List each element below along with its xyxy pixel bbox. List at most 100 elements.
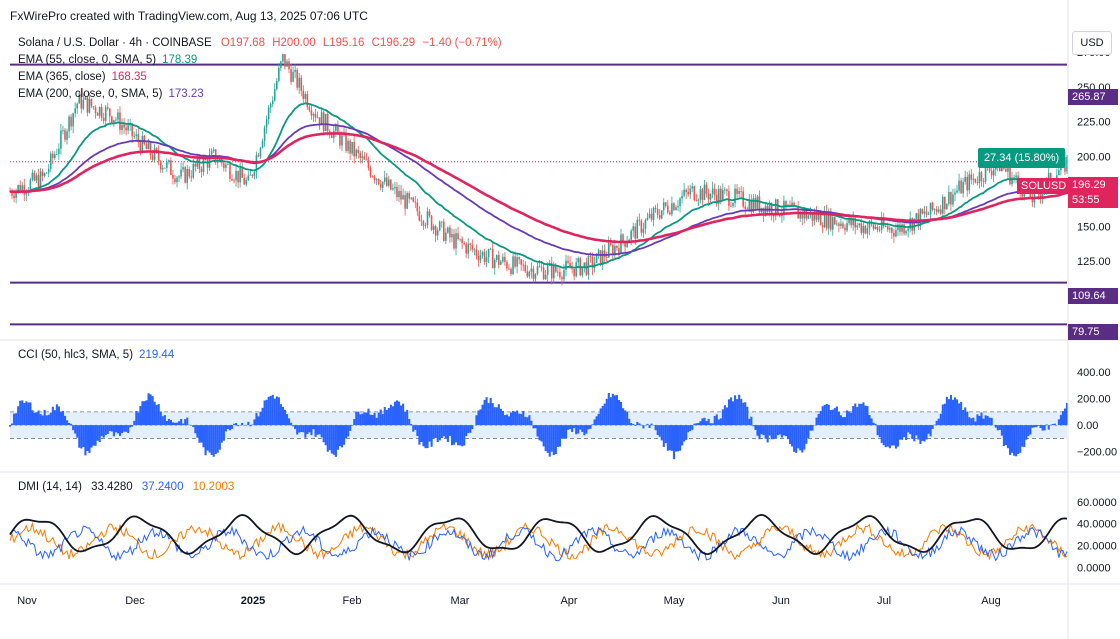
- candle-body: [1013, 177, 1015, 179]
- candle-body: [247, 175, 250, 180]
- cci-bar: [569, 425, 572, 430]
- cci-bar: [279, 404, 282, 426]
- ema55-label: EMA (55, close, 0, SMA, 5): [18, 54, 157, 66]
- candle-body: [750, 200, 753, 213]
- cci-bar: [210, 425, 213, 456]
- cci-bar: [713, 416, 716, 426]
- candle-body: [927, 214, 930, 216]
- candle-body: [416, 202, 419, 212]
- candle-body: [495, 255, 498, 260]
- cci-bar: [666, 425, 669, 451]
- cci-bar: [917, 425, 920, 440]
- cci-bar: [746, 406, 749, 426]
- cci-bar: [351, 425, 354, 426]
- candle-body: [734, 188, 736, 204]
- cci-bar: [536, 425, 539, 437]
- cci-bar: [760, 425, 763, 435]
- candle-body: [777, 199, 779, 216]
- candle-body: [632, 226, 635, 231]
- cci-bar: [858, 403, 861, 426]
- candle-body: [345, 133, 347, 151]
- candle-body: [530, 268, 533, 272]
- cci-bar: [978, 415, 981, 426]
- candle-body: [510, 268, 512, 274]
- candle-body: [636, 219, 639, 239]
- cci-bar: [615, 395, 619, 426]
- candle-body: [697, 199, 700, 201]
- candle-body: [324, 113, 327, 132]
- candle-body: [15, 190, 17, 198]
- cci-bar: [764, 425, 767, 439]
- candle-body: [931, 202, 934, 211]
- candle-body: [373, 176, 376, 181]
- candle-body: [638, 219, 641, 221]
- cci-bar: [1035, 425, 1038, 428]
- cci-bar: [45, 415, 48, 426]
- cci-bar: [371, 415, 374, 426]
- cci-bar: [1033, 425, 1036, 428]
- candle-body: [176, 177, 178, 183]
- ema55-value: 178.39: [162, 54, 198, 66]
- cci-bar: [1043, 425, 1046, 431]
- candle-body: [899, 224, 901, 232]
- candle-body: [200, 169, 203, 172]
- cci-bar: [921, 425, 924, 441]
- cci-bar: [1000, 425, 1003, 436]
- cci-bar: [41, 415, 44, 426]
- candle-body: [127, 125, 129, 131]
- candle-body: [614, 245, 616, 256]
- candle-body: [982, 181, 985, 182]
- plus-di-line: [9, 525, 1068, 562]
- cci-bar: [100, 425, 103, 437]
- cci-bar: [882, 425, 885, 446]
- price-legend: Solana / U.S. Dollar · 4h · COINBASE O19…: [18, 37, 502, 49]
- cci-bar: [74, 425, 77, 434]
- cci-bar: [151, 396, 154, 426]
- cci-bar: [23, 402, 26, 426]
- cci-bar: [560, 425, 564, 439]
- cci-bar: [139, 406, 142, 426]
- candle-body: [960, 180, 962, 194]
- candle-body: [58, 148, 60, 154]
- cci-bar: [573, 425, 576, 429]
- cci-bar: [789, 425, 792, 445]
- candle-body: [286, 61, 288, 67]
- cci-bar: [200, 425, 203, 443]
- candle-body: [223, 163, 225, 168]
- cci-bar: [672, 425, 676, 460]
- cci-bar: [1037, 425, 1040, 426]
- candle-body: [677, 206, 679, 208]
- candle-body: [204, 158, 207, 160]
- candle-body: [184, 167, 186, 183]
- candle-body: [471, 244, 474, 250]
- candle-body: [349, 140, 351, 154]
- cci-tick-label: −200.00: [1077, 447, 1117, 459]
- cci-bar: [318, 425, 321, 435]
- candle-body: [117, 112, 119, 120]
- candle-body: [249, 174, 252, 176]
- candle-body: [192, 163, 195, 178]
- cci-bar: [267, 396, 270, 426]
- candle-body: [141, 135, 144, 153]
- cci-bar: [587, 425, 590, 430]
- cci-bar: [579, 425, 582, 430]
- cci-bar: [711, 423, 714, 426]
- cci-bar: [723, 405, 726, 426]
- candle-body: [388, 179, 390, 186]
- cci-bar: [966, 411, 969, 426]
- cci-bar: [259, 411, 262, 426]
- candle-body: [844, 227, 846, 231]
- candle-body: [182, 167, 184, 170]
- candle-body: [699, 189, 702, 200]
- candle-body: [803, 210, 806, 219]
- cci-bar: [314, 425, 317, 437]
- candle-body: [785, 200, 787, 207]
- candle-body: [121, 124, 123, 130]
- candle-body: [819, 213, 822, 226]
- cci-bar: [155, 404, 158, 426]
- candle-body: [779, 215, 781, 217]
- cci-bar: [271, 394, 274, 426]
- currency-button[interactable]: USD: [1072, 31, 1112, 55]
- candle-body: [273, 89, 276, 101]
